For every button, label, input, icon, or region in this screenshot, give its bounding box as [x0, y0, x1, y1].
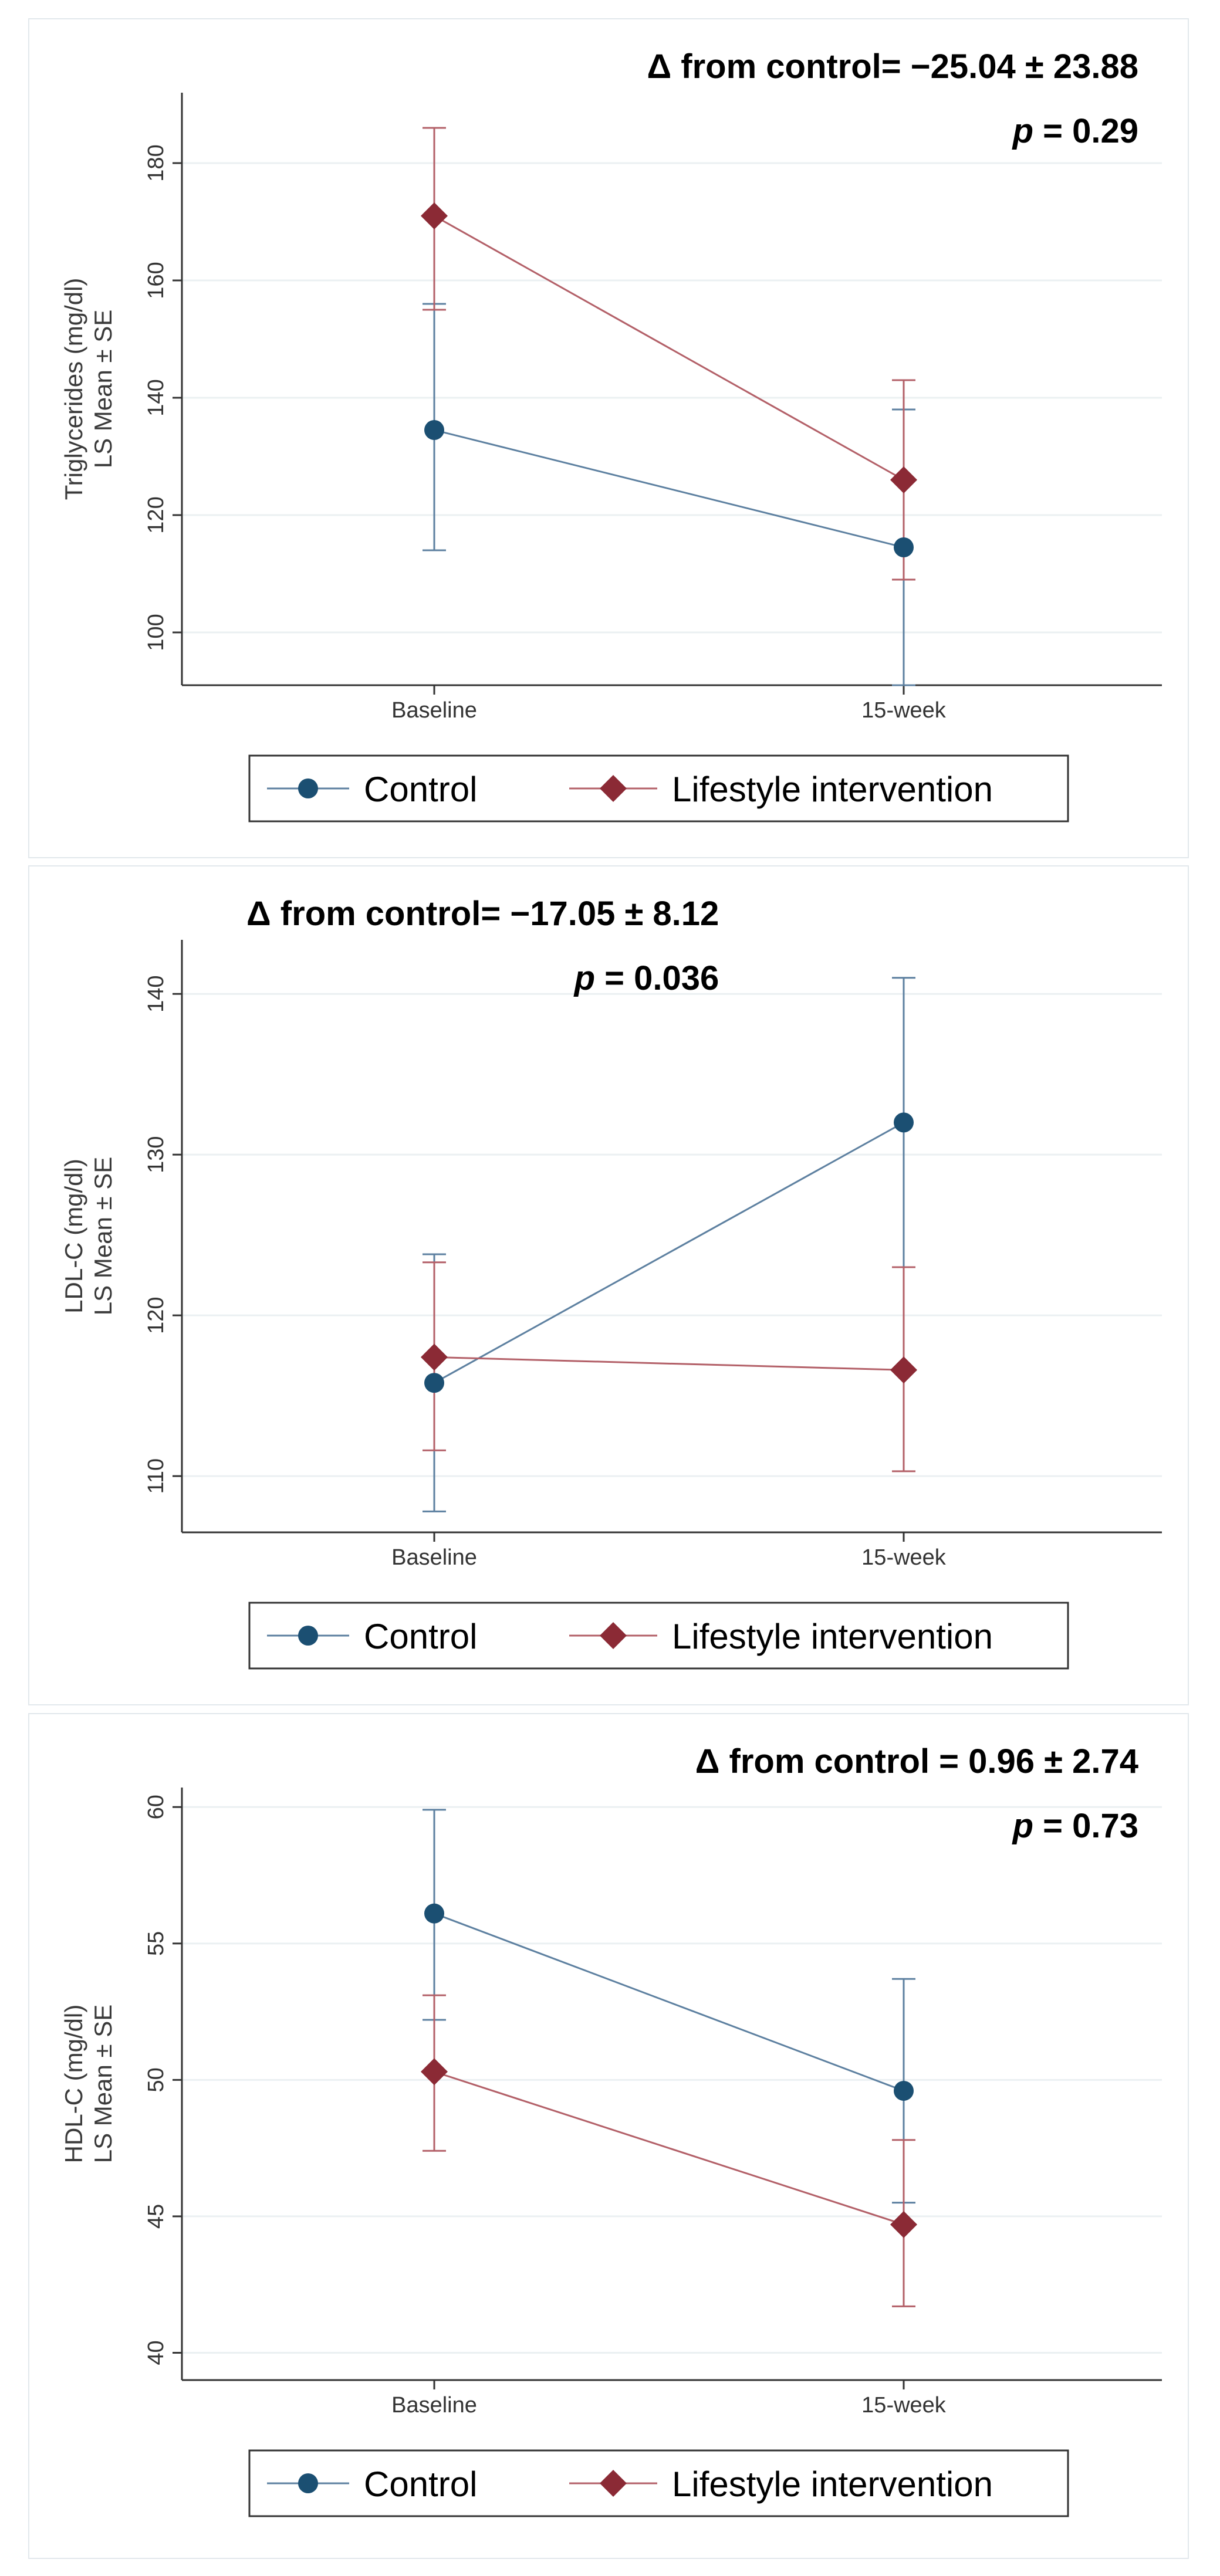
y-tick-label: 110 [144, 1458, 168, 1494]
legend-circle-icon [298, 2473, 318, 2493]
x-tick-label: Baseline [391, 2393, 477, 2418]
y-tick-label: 140 [144, 975, 168, 1012]
series-line [434, 2070, 904, 2226]
hdl-c-chart: 40 45 50 55 60 Baseline 15-week HDL-C (mg/dl) LS… [60, 1742, 1162, 2517]
control-point [424, 1373, 444, 1393]
y-tick-label: 60 [144, 1795, 168, 1819]
legend-box [248, 1602, 1069, 1670]
legend-circle-icon [298, 1626, 318, 1646]
delta-annotation: Δ from control= −25.04 ± 23.88 [647, 48, 1138, 86]
gridlines [182, 162, 1162, 634]
legend: Control Lifestyle intervention [248, 754, 1069, 822]
legend-label-control: Control [364, 770, 477, 809]
y-tick-label: 130 [144, 1136, 168, 1173]
lifestyle-point [890, 1356, 917, 1384]
y-axis-subtitle: LS Mean ± SE [89, 2005, 117, 2164]
control-point [894, 537, 914, 557]
legend: Control Lifestyle intervention [248, 1602, 1069, 1670]
triglycerides-chart-panel: 100 120 140 160 180 Baseline 15-week Triglyceri… [28, 18, 1189, 858]
lifestyle-point [421, 2058, 448, 2086]
y-tick-label: 160 [144, 262, 168, 299]
legend-diamond-icon [600, 775, 627, 802]
delta-annotation: Δ from control = 0.96 ± 2.74 [695, 1742, 1138, 1780]
series-line [434, 1122, 904, 1384]
series-line [434, 215, 904, 481]
legend-item-control: Control [267, 770, 477, 809]
legend-diamond-icon [600, 2470, 627, 2497]
y-tick-label: 45 [144, 2204, 168, 2229]
legend-item-lifestyle: Lifestyle intervention [569, 1617, 993, 1656]
y-tick-label: 50 [144, 2067, 168, 2092]
x-tick-label: 15-week [861, 698, 947, 723]
legend-label-lifestyle: Lifestyle intervention [672, 770, 993, 809]
lifestyle-point [890, 2211, 917, 2238]
p-value-annotation: p = 0.29 [1012, 112, 1138, 150]
lifestyle-point [421, 202, 448, 229]
y-tick-label: 120 [144, 496, 168, 533]
p-value-annotation: p = 0.73 [1012, 1807, 1138, 1845]
y-axis-subtitle: LS Mean ± SE [89, 310, 117, 469]
legend-label-lifestyle: Lifestyle intervention [672, 2465, 993, 2504]
legend-item-control: Control [267, 1617, 477, 1656]
gridlines [182, 1806, 1162, 2354]
y-axis-title: LDL-C (mg/dl) [60, 1159, 87, 1314]
legend-circle-icon [298, 778, 318, 798]
x-tick-label: Baseline [391, 698, 477, 723]
x-tick-label: 15-week [861, 2393, 947, 2418]
ldl-c-chart: 110 120 130 140 Baseline 15-week LDL-C (mg/dl)… [60, 895, 1162, 1670]
y-tick-label: 100 [144, 614, 168, 651]
y-axis-title: HDL-C (mg/dl) [60, 2005, 87, 2164]
legend-box [248, 754, 1069, 822]
y-tick-label: 180 [144, 144, 168, 181]
x-tick-label: Baseline [391, 1545, 477, 1570]
control-point [424, 1903, 444, 1924]
lifestyle-point [421, 1343, 448, 1371]
y-axis-subtitle: LS Mean ± SE [89, 1157, 117, 1316]
p-value-annotation: p = 0.036 [573, 959, 719, 997]
hdl-c-chart-panel: 40 45 50 55 60 Baseline 15-week HDL-C (mg/dl) LS… [28, 1713, 1189, 2559]
legend-item-control: Control [267, 2465, 477, 2504]
y-tick-label: 120 [144, 1297, 168, 1333]
legend-label-control: Control [364, 2465, 477, 2504]
gridlines [182, 993, 1162, 1477]
control-point [894, 1112, 914, 1133]
series-line [434, 1912, 904, 2092]
ldl-c-chart-panel: 110 120 130 140 Baseline 15-week LDL-C (mg/dl)… [28, 865, 1189, 1705]
series-line [434, 429, 904, 549]
y-tick-label: 55 [144, 1931, 168, 1956]
legend-label-control: Control [364, 1617, 477, 1656]
triglycerides-chart: 100 120 140 160 180 Baseline 15-week Triglyceri… [60, 48, 1162, 822]
x-tick-label: 15-week [861, 1545, 947, 1570]
lifestyle-point [890, 466, 917, 493]
y-axis-title: Triglycerides (mg/dl) [60, 278, 87, 500]
control-point [424, 420, 444, 440]
legend-item-lifestyle: Lifestyle intervention [569, 2465, 993, 2504]
y-tick-label: 140 [144, 379, 168, 416]
legend-diamond-icon [600, 1622, 627, 1649]
y-tick-label: 40 [144, 2340, 168, 2365]
legend-label-lifestyle: Lifestyle intervention [672, 1617, 993, 1656]
series-line [434, 1356, 904, 1371]
delta-annotation: Δ from control= −17.05 ± 8.12 [246, 895, 719, 933]
legend: Control Lifestyle intervention [248, 2449, 1069, 2517]
legend-box [248, 2449, 1069, 2517]
legend-item-lifestyle: Lifestyle intervention [569, 770, 993, 809]
control-point [894, 2080, 914, 2101]
